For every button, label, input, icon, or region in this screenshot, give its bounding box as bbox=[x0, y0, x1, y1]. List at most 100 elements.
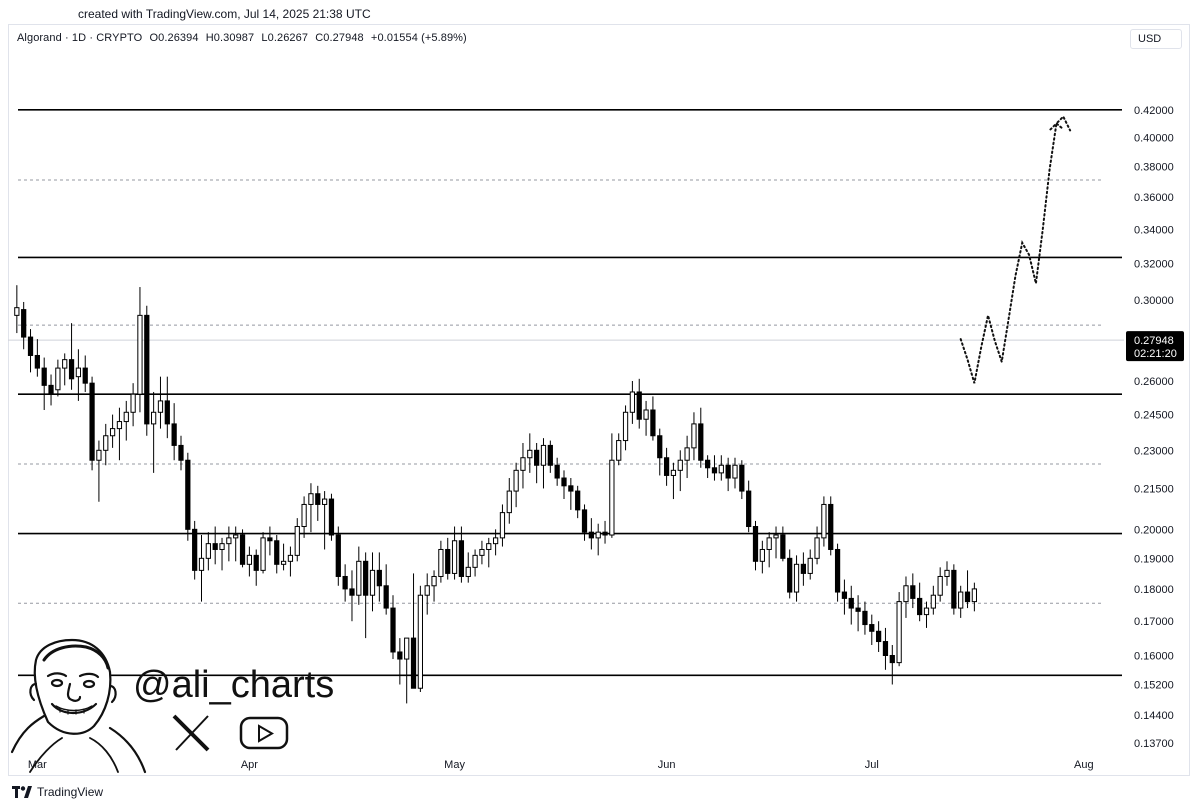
candle-2025-06-06 bbox=[698, 407, 704, 468]
candle-body-down bbox=[267, 537, 273, 542]
candle-body-up bbox=[691, 423, 697, 449]
candle-2025-04-07 bbox=[287, 546, 294, 577]
candle-body-up bbox=[527, 449, 533, 459]
candle-body-down bbox=[253, 554, 259, 571]
candle-2025-04-29 bbox=[438, 540, 444, 583]
candle-2025-06-18 bbox=[780, 526, 786, 562]
candle-body-up bbox=[198, 557, 205, 571]
candle-body-up bbox=[807, 557, 813, 574]
candle-2025-05-20 bbox=[581, 504, 588, 541]
candle-2025-06-04 bbox=[684, 435, 690, 479]
candle-body-down bbox=[212, 543, 218, 550]
price-axis: 0.42000 0.40000 0.38000 0.36000 0.34000 0.320… bbox=[1134, 105, 1174, 750]
projection-path bbox=[959, 114, 1072, 384]
candle-2025-03-27 bbox=[212, 526, 218, 565]
y-tick-label-13: 0.19000 bbox=[1134, 553, 1174, 565]
candle-2025-03-16 bbox=[137, 287, 143, 413]
candle-body-down bbox=[752, 526, 759, 562]
candle-2025-04-27 bbox=[424, 573, 430, 615]
candle-2025-04-15 bbox=[342, 564, 348, 602]
candle-body-up bbox=[930, 594, 936, 609]
candle-body-up bbox=[226, 537, 232, 545]
candle-body-down bbox=[910, 585, 916, 599]
candle-2025-03-24 bbox=[192, 520, 198, 580]
candle-2025-05-16 bbox=[554, 457, 560, 486]
candle-2025-03-23 bbox=[185, 452, 191, 541]
candle-body-up bbox=[75, 367, 82, 378]
candles-group bbox=[14, 285, 977, 704]
candle-2025-06-30 bbox=[862, 601, 868, 635]
candle-2025-06-19 bbox=[787, 549, 793, 599]
candle-body-up bbox=[246, 554, 253, 565]
candle-2025-05-05 bbox=[479, 540, 485, 565]
candle-2025-07-01 bbox=[869, 614, 875, 645]
symbol-name[interactable]: Algorand · 1D · CRYPTO bbox=[17, 32, 143, 44]
candle-body-up bbox=[903, 585, 909, 603]
candle-body-up bbox=[123, 411, 129, 423]
candle-2025-04-11 bbox=[315, 485, 321, 521]
candle-body-down bbox=[787, 557, 793, 593]
candle-2025-05-25 bbox=[616, 433, 622, 466]
candle-body-down bbox=[274, 540, 280, 565]
candle-body-up bbox=[157, 400, 164, 413]
candle-2025-05-19 bbox=[575, 485, 581, 519]
candle-2025-05-14 bbox=[540, 438, 547, 489]
x-logo-icon[interactable] bbox=[172, 714, 210, 752]
candle-2025-06-05 bbox=[691, 412, 697, 461]
candle-2025-03-01 bbox=[34, 339, 40, 377]
candle-2025-03-20 bbox=[164, 376, 170, 439]
candle-2025-05-18 bbox=[568, 478, 574, 510]
x-tick-label-jun: Jun bbox=[658, 759, 676, 771]
candle-2025-04-17 bbox=[356, 546, 362, 605]
candle-2025-04-02 bbox=[253, 549, 259, 586]
candle-body-down bbox=[178, 444, 184, 461]
candle-body-down bbox=[581, 509, 588, 533]
candle-body-up bbox=[766, 537, 772, 550]
candle-body-down bbox=[164, 400, 170, 425]
candle-body-up bbox=[718, 464, 724, 474]
candle-body-up bbox=[233, 534, 239, 539]
y-tick-label-3: 0.36000 bbox=[1134, 192, 1174, 204]
candle-body-up bbox=[137, 314, 143, 395]
candle-body-down bbox=[390, 607, 396, 653]
candle-body-down bbox=[192, 528, 198, 571]
candle-body-down bbox=[575, 490, 581, 511]
candle-2025-05-03 bbox=[465, 552, 471, 583]
candle-body-down bbox=[828, 503, 834, 550]
y-tick-label-17: 0.15200 bbox=[1134, 680, 1174, 692]
candle-2025-07-14 bbox=[958, 585, 964, 618]
candle-body-up bbox=[431, 575, 437, 587]
candle-body-up bbox=[479, 548, 485, 556]
youtube-play-icon[interactable] bbox=[239, 716, 289, 750]
candle-2025-06-21 bbox=[800, 552, 807, 586]
y-tick-label-6: 0.30000 bbox=[1134, 295, 1174, 307]
tradingview-footer[interactable]: TradingView bbox=[12, 783, 103, 801]
time-axis: Mar Apr May Jun Jul Aug bbox=[28, 759, 1094, 771]
candle-2025-05-23 bbox=[602, 520, 608, 544]
candle-body-down bbox=[363, 560, 369, 596]
y-tick-label-4: 0.34000 bbox=[1134, 224, 1174, 236]
legend-close: C0.27948 bbox=[315, 32, 364, 44]
y-tick-label-5: 0.32000 bbox=[1134, 259, 1174, 271]
candle-2025-05-13 bbox=[534, 442, 540, 484]
candle-2025-04-20 bbox=[376, 552, 382, 602]
last-price-tag-bg bbox=[1126, 331, 1184, 362]
candle-2025-03-22 bbox=[178, 435, 184, 471]
candle-2025-03-12 bbox=[109, 414, 116, 448]
candle-2025-04-10 bbox=[308, 483, 314, 533]
candle-2025-05-17 bbox=[561, 470, 567, 500]
created-with-caption: created with TradingView.com, Jul 14, 20… bbox=[78, 7, 371, 21]
candle-2025-03-05 bbox=[62, 353, 68, 386]
candle-2025-03-19 bbox=[157, 376, 164, 429]
y-tick-label-18: 0.14400 bbox=[1134, 710, 1174, 722]
candle-2025-03-09 bbox=[89, 376, 95, 471]
y-tick-label-2: 0.38000 bbox=[1134, 161, 1174, 173]
candle-2025-05-07 bbox=[492, 529, 499, 556]
currency-selector[interactable]: USD bbox=[1130, 29, 1182, 49]
author-handle: @ali_charts bbox=[133, 664, 335, 706]
candle-body-up bbox=[773, 534, 779, 539]
candle-2025-03-13 bbox=[116, 407, 123, 461]
candle-body-down bbox=[588, 531, 594, 539]
candle-2025-04-08 bbox=[294, 518, 300, 562]
